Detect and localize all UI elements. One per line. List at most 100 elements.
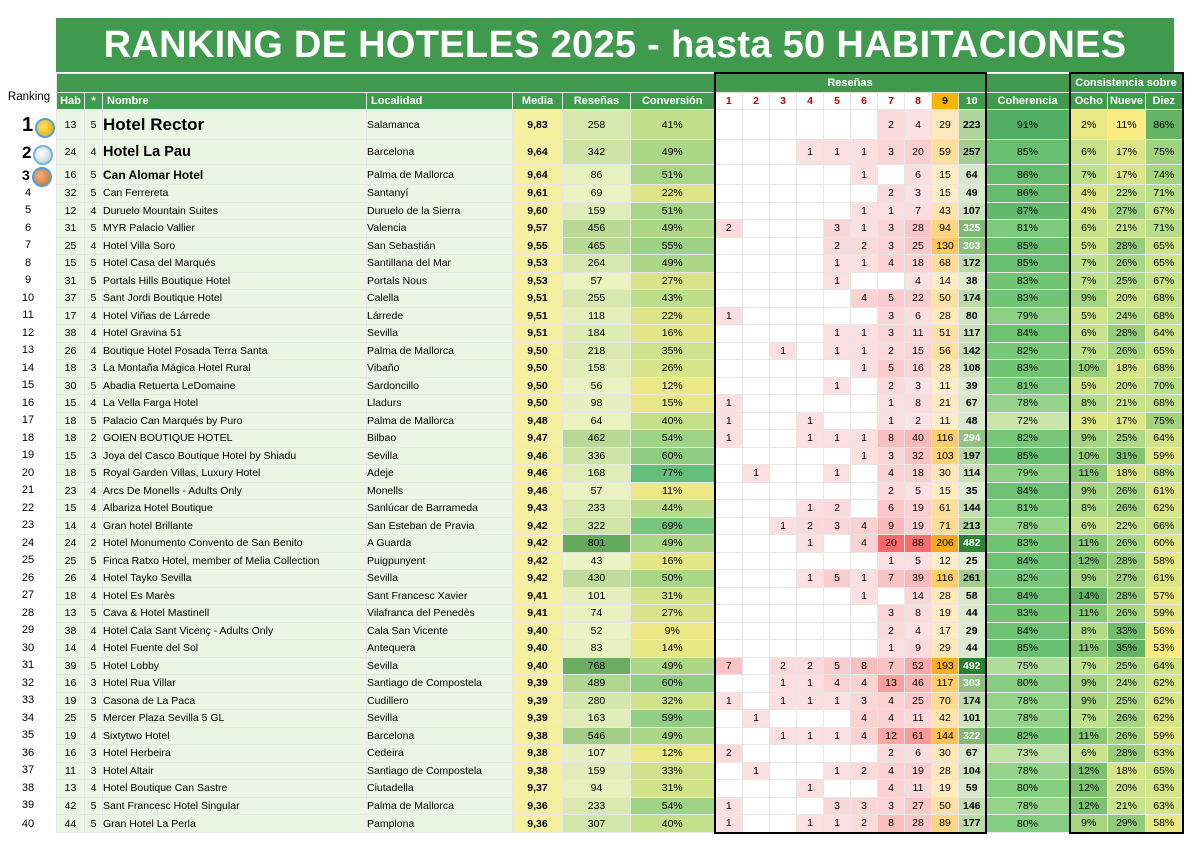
score-1-cell: 1 xyxy=(713,796,743,815)
score-6-cell xyxy=(850,639,878,658)
resenas-cell: 233 xyxy=(562,796,631,815)
stars-cell: 4 xyxy=(84,639,103,658)
score-9-cell: 206 xyxy=(931,534,959,553)
score-2-cell: 1 xyxy=(742,761,770,780)
nueve-cell: 27% xyxy=(1107,201,1146,220)
score-6-cell: 1 xyxy=(850,201,878,220)
nueve-cell: 26% xyxy=(1107,534,1146,553)
score-8-cell: 88 xyxy=(904,534,932,553)
rank-label: 22 xyxy=(0,500,56,518)
score-4-cell xyxy=(796,464,824,483)
score-9-cell: 11 xyxy=(931,376,959,395)
stars-cell: 5 xyxy=(84,109,103,140)
rank-label: 30 xyxy=(0,640,56,658)
rank-label: 12 xyxy=(0,325,56,343)
score-8-cell: 25 xyxy=(904,236,932,255)
hotel-name: Royal Garden Villas, Luxury Hotel xyxy=(102,464,367,483)
score-9-cell: 103 xyxy=(931,446,959,465)
table-row: 13 4 Hotel Boutique Can Sastre Ciutadella 9,… xyxy=(56,779,1184,798)
score-6-cell xyxy=(850,621,878,640)
hab-cell: 14 xyxy=(56,516,85,535)
ocho-cell: 12% xyxy=(1068,796,1108,815)
conversion-cell: 69% xyxy=(630,516,715,535)
score-2-cell xyxy=(742,604,770,623)
ocho-cell: 11% xyxy=(1068,726,1108,745)
media-cell: 9,60 xyxy=(512,201,563,220)
score-2-cell xyxy=(742,499,770,518)
hotel-location: Sevilla xyxy=(366,709,513,728)
score-1-cell xyxy=(713,551,743,570)
score-10-cell: 325 xyxy=(958,219,987,238)
score-8-cell: 9 xyxy=(904,639,932,658)
score-9-cell: 116 xyxy=(931,569,959,588)
score-4-cell xyxy=(796,639,824,658)
table-row: 15 5 Hotel Casa del Marqués Santillana del … xyxy=(56,254,1184,273)
media-cell: 9,51 xyxy=(512,306,563,325)
ocho-cell: 7% xyxy=(1068,709,1108,728)
conversion-cell: 15% xyxy=(630,394,715,413)
score-4-cell: 1 xyxy=(796,814,824,834)
score-1-cell: 1 xyxy=(713,814,743,834)
ocho-cell: 9% xyxy=(1068,481,1108,500)
hotel-name: Palacio Can Marqués by Puro xyxy=(102,411,367,430)
score-5-cell: 5 xyxy=(823,656,851,675)
score-6-cell xyxy=(850,411,878,430)
hotel-location: Vibaño xyxy=(366,359,513,378)
hab-cell: 14 xyxy=(56,639,85,658)
rank-number: 17 xyxy=(21,414,35,426)
hab-cell: 44 xyxy=(56,814,85,833)
score-6-cell xyxy=(850,464,878,483)
score-8-cell: 19 xyxy=(904,516,932,535)
media-cell: 9,64 xyxy=(512,164,563,185)
conversion-cell: 26% xyxy=(630,359,715,378)
nueve-cell: 24% xyxy=(1107,306,1146,325)
rank-number: 31 xyxy=(21,659,35,671)
diez-cell: 66% xyxy=(1145,516,1184,535)
score-2-cell xyxy=(742,726,770,745)
score-7-cell: 4 xyxy=(877,779,905,798)
score-10-cell: 213 xyxy=(958,516,987,535)
nueve-cell: 17% xyxy=(1107,411,1146,430)
table-row: 25 4 Hotel Villa Soro San Sebastián 9,55 465 5… xyxy=(56,236,1184,255)
hab-cell: 31 xyxy=(56,271,85,290)
ocho-cell: 6% xyxy=(1068,324,1108,343)
rank-label: 8 xyxy=(0,255,56,273)
coherencia-cell: 83% xyxy=(985,271,1070,290)
coherencia-cell: 82% xyxy=(985,569,1070,588)
score-7-cell: 6 xyxy=(877,499,905,518)
hotel-location: Sanlúcar de Barrameda xyxy=(366,499,513,518)
hab-cell: 18 xyxy=(56,411,85,430)
hotel-name: Gran Hotel La Perla xyxy=(102,814,367,833)
stars-cell: 4 xyxy=(84,586,103,605)
hotel-name: Hotel Rua Villar xyxy=(102,674,367,693)
table-row: 18 2 GOIEN BOUTIQUE HOTEL Bilbao 9,47 462 54% 1… xyxy=(56,429,1184,448)
media-cell: 9,39 xyxy=(512,709,563,728)
ocho-cell: 4% xyxy=(1068,201,1108,220)
table-row: 32 5 Can Ferrereta Santanyí 9,61 69 22% 2 3 15 49 8… xyxy=(56,184,1184,203)
stars-cell: 5 xyxy=(84,814,103,833)
score-2-cell xyxy=(742,534,770,553)
score-2-cell xyxy=(742,164,770,185)
score-2-cell: 1 xyxy=(742,709,770,728)
score-1-cell xyxy=(713,324,743,343)
rank-number: 37 xyxy=(21,764,35,776)
hotel-location: A Guarda xyxy=(366,534,513,553)
table-row: 11 3 Hotel Altair Santiago de Compostela 9,3… xyxy=(56,761,1184,780)
score-7-cell: 2 xyxy=(877,109,905,140)
conversion-cell: 22% xyxy=(630,184,715,203)
score-3-cell xyxy=(769,604,797,623)
score-6-cell xyxy=(850,744,878,763)
media-cell: 9,42 xyxy=(512,551,563,570)
ocho-cell: 6% xyxy=(1068,516,1108,535)
score-9-cell: 29 xyxy=(931,109,959,140)
rank-number: 20 xyxy=(21,466,35,479)
score-5-cell: 3 xyxy=(823,219,851,238)
hotel-name: Hotel Boutique Can Sastre xyxy=(102,779,367,798)
stars-cell: 4 xyxy=(84,621,103,640)
score-2-cell xyxy=(742,481,770,500)
score-1-cell xyxy=(713,534,743,553)
rank-number: 14 xyxy=(21,361,35,374)
hotel-location: Lladurs xyxy=(366,394,513,413)
score-5-cell: 3 xyxy=(823,796,851,815)
nueve-cell: 22% xyxy=(1107,516,1146,535)
